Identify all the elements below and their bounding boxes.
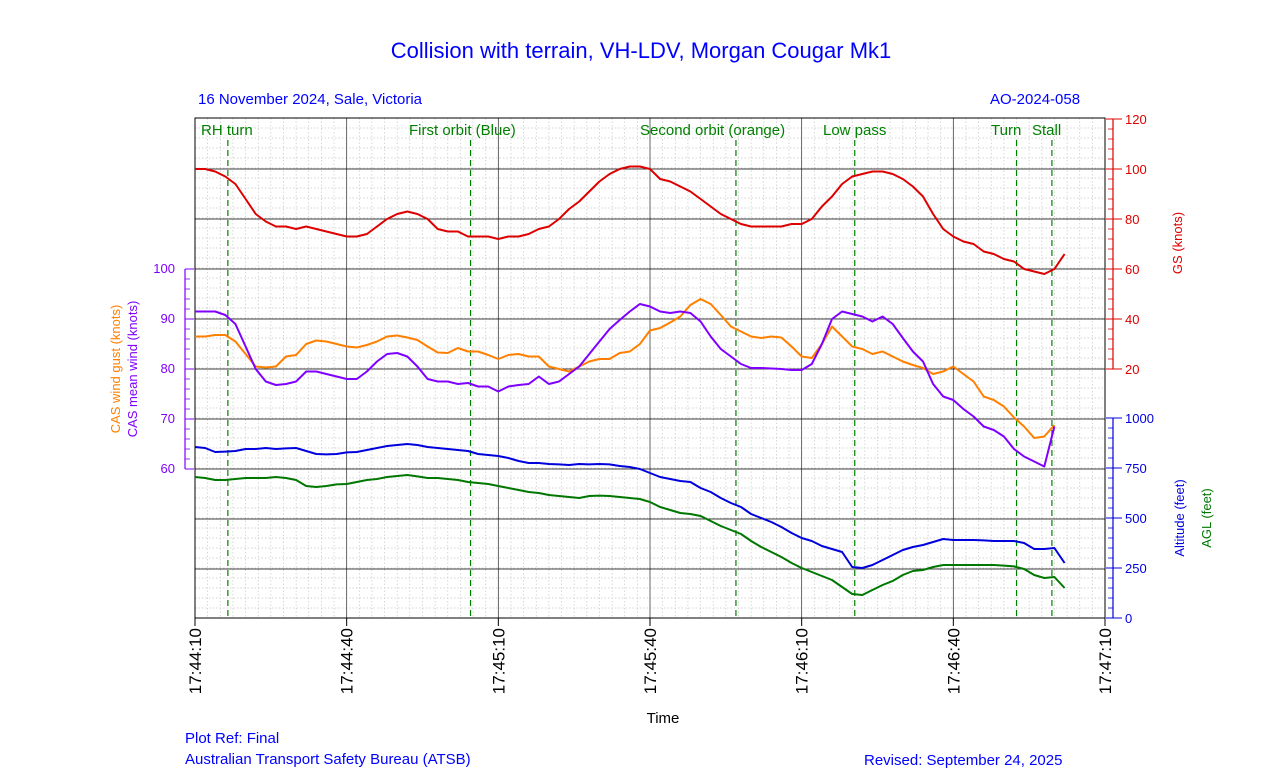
plot-ref-label: Plot Ref: Final: [185, 730, 280, 747]
x-tick-label: 17:45:40: [641, 628, 660, 694]
gs-axis-label: GS (knots): [1170, 212, 1185, 274]
gs-tick-label: 60: [1125, 262, 1139, 277]
event-label: Stall: [1032, 122, 1061, 139]
agl-axis-label: AGL (feet): [1199, 488, 1214, 547]
report-number-label: AO-2024-058: [990, 91, 1081, 108]
cas-mean-axis-label: CAS mean wind (knots): [125, 301, 140, 438]
event-label: RH turn: [201, 122, 253, 139]
altitude-axis-label: Altitude (feet): [1172, 479, 1187, 556]
cas-tick-label: 60: [161, 461, 175, 476]
alt-tick-label: 500: [1125, 511, 1147, 526]
series-line-cas_mean: [195, 303, 1056, 468]
revised-date-label: Revised: September 24, 2025: [864, 752, 1063, 769]
event-label: Second orbit (orange): [640, 122, 785, 139]
cas-tick-label: 70: [161, 411, 175, 426]
cas-gust-axis-label: CAS wind gust (knots): [108, 305, 123, 434]
gs-tick-label: 120: [1125, 112, 1147, 127]
x-tick-label: 17:44:10: [186, 628, 205, 694]
alt-tick-label: 750: [1125, 461, 1147, 476]
alt-tick-label: 0: [1125, 611, 1132, 626]
event-label: Low pass: [823, 122, 886, 139]
cas-tick-label: 90: [161, 311, 175, 326]
x-tick-label: 17:47:10: [1096, 628, 1115, 694]
series-line-agl: [194, 474, 1066, 596]
gs-tick-label: 20: [1125, 362, 1139, 377]
series-line-gs: [195, 165, 1066, 275]
series-line-altitude: [194, 443, 1066, 569]
event-label: Turn: [991, 122, 1021, 139]
date-location-label: 16 November 2024, Sale, Victoria: [198, 91, 423, 108]
series-line-cas_gust: [195, 298, 1056, 439]
organisation-label: Australian Transport Safety Bureau (ATSB…: [185, 751, 471, 768]
chart-title: Collision with terrain, VH-LDV, Morgan C…: [390, 38, 892, 63]
x-tick-label: 17:46:40: [944, 628, 963, 694]
alt-tick-label: 250: [1125, 561, 1147, 576]
gs-tick-label: 40: [1125, 312, 1139, 327]
x-axis-label: Time: [647, 710, 680, 727]
x-tick-label: 17:46:10: [793, 628, 812, 694]
cas-tick-label: 100: [153, 261, 175, 276]
gs-tick-label: 100: [1125, 162, 1147, 177]
alt-tick-label: 1000: [1125, 411, 1154, 426]
x-tick-label: 17:44:40: [338, 628, 357, 694]
x-tick-label: 17:45:10: [489, 628, 508, 694]
cas-tick-label: 80: [161, 361, 175, 376]
event-label: First orbit (Blue): [409, 122, 516, 139]
gs-tick-label: 80: [1125, 212, 1139, 227]
